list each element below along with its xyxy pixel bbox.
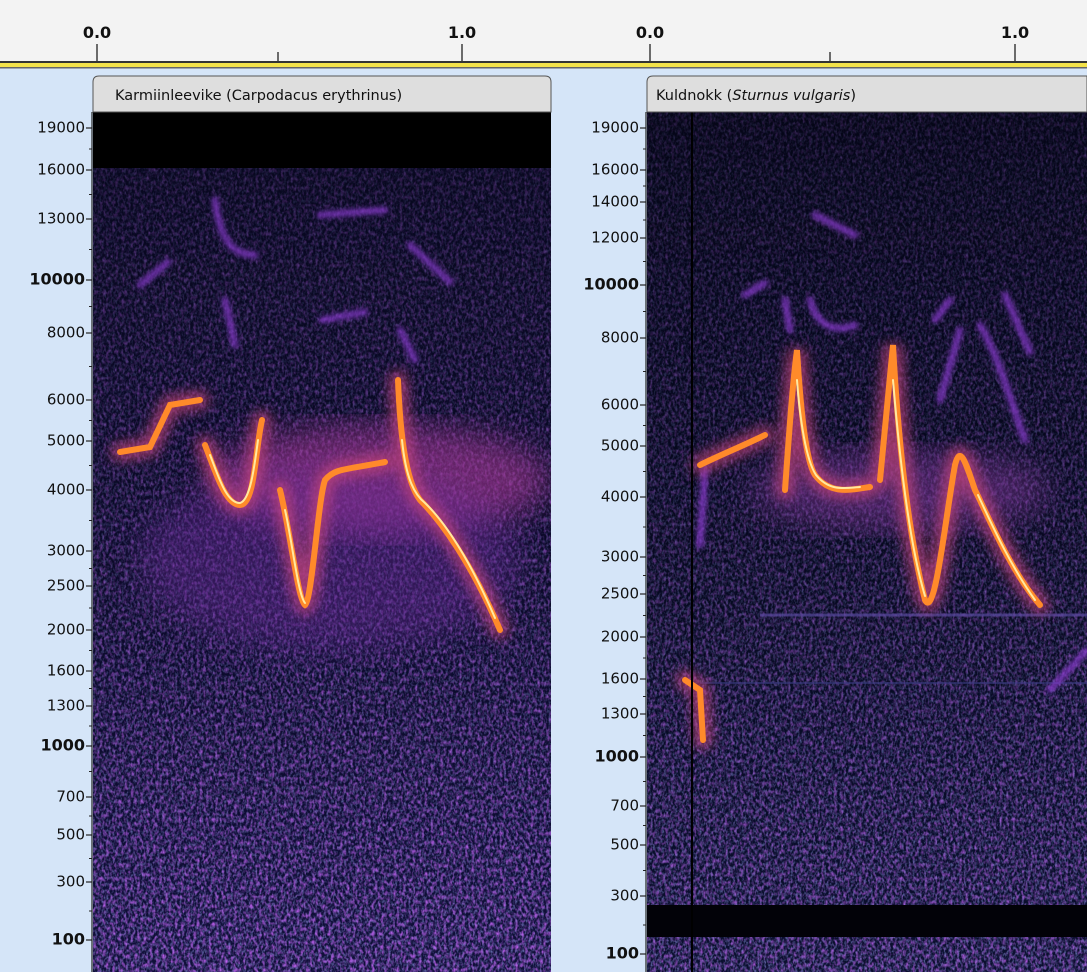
frequency-label: 12000 (591, 229, 639, 247)
ruler (0, 0, 1087, 62)
frequency-label: 5000 (47, 432, 85, 450)
common-name: Kuldnokk ( (656, 88, 732, 104)
frequency-label: 2000 (47, 621, 85, 639)
frequency-label: 100 (606, 944, 639, 963)
frequency-label: 1600 (601, 670, 639, 688)
frequency-label: 3000 (47, 542, 85, 560)
frequency-label: 1000 (594, 747, 639, 766)
time-label: 0.0 (636, 23, 664, 42)
frequency-label: 1300 (601, 705, 639, 723)
spectrogram (93, 112, 551, 972)
frequency-label: 8000 (47, 324, 85, 342)
spectrogram (647, 112, 1087, 972)
frequency-label: 700 (56, 788, 85, 806)
frequency-label: 100 (52, 930, 85, 949)
frequency-label: 4000 (47, 481, 85, 499)
frequency-label: 5000 (601, 437, 639, 455)
frequency-label: 1600 (47, 662, 85, 680)
frequency-label: 13000 (37, 210, 85, 228)
frequency-label: 4000 (601, 488, 639, 506)
frequency-label: 300 (610, 887, 639, 905)
frequency-label: 2500 (601, 585, 639, 603)
frequency-label: 10000 (583, 275, 639, 294)
latin-name: Sturnus vulgaris (732, 88, 850, 104)
track-title: Karmiinleevike (Carpodacus erythrinus) (115, 88, 402, 104)
frequency-label: 6000 (47, 391, 85, 409)
frequency-label: 1000 (40, 736, 85, 755)
frequency-label: 1300 (47, 697, 85, 715)
frequency-label: 6000 (601, 396, 639, 414)
frequency-label: 300 (56, 873, 85, 891)
time-label: 1.0 (448, 23, 476, 42)
title-close: ) (850, 88, 856, 104)
ruler-edge (0, 61, 1087, 63)
frequency-label: 3000 (601, 548, 639, 566)
spectrogram-window: 0.0 1.0 0.0 1.0 (0, 0, 1087, 972)
frequency-label: 14000 (591, 193, 639, 211)
play-region (0, 63, 1087, 67)
time-label: 0.0 (83, 23, 111, 42)
ruler-edge (0, 67, 1087, 69)
time-label: 1.0 (1001, 23, 1029, 42)
frequency-label: 8000 (601, 329, 639, 347)
track-title: Kuldnokk (Sturnus vulgaris) (656, 88, 856, 104)
frequency-label: 16000 (591, 161, 639, 179)
frequency-label: 2500 (47, 577, 85, 595)
frequency-label: 19000 (591, 119, 639, 137)
frequency-label: 500 (56, 826, 85, 844)
frequency-label: 2000 (601, 628, 639, 646)
frequency-label: 10000 (29, 270, 85, 289)
frequency-label: 16000 (37, 161, 85, 179)
frequency-label: 19000 (37, 119, 85, 137)
frequency-label: 700 (610, 797, 639, 815)
frequency-label: 500 (610, 836, 639, 854)
